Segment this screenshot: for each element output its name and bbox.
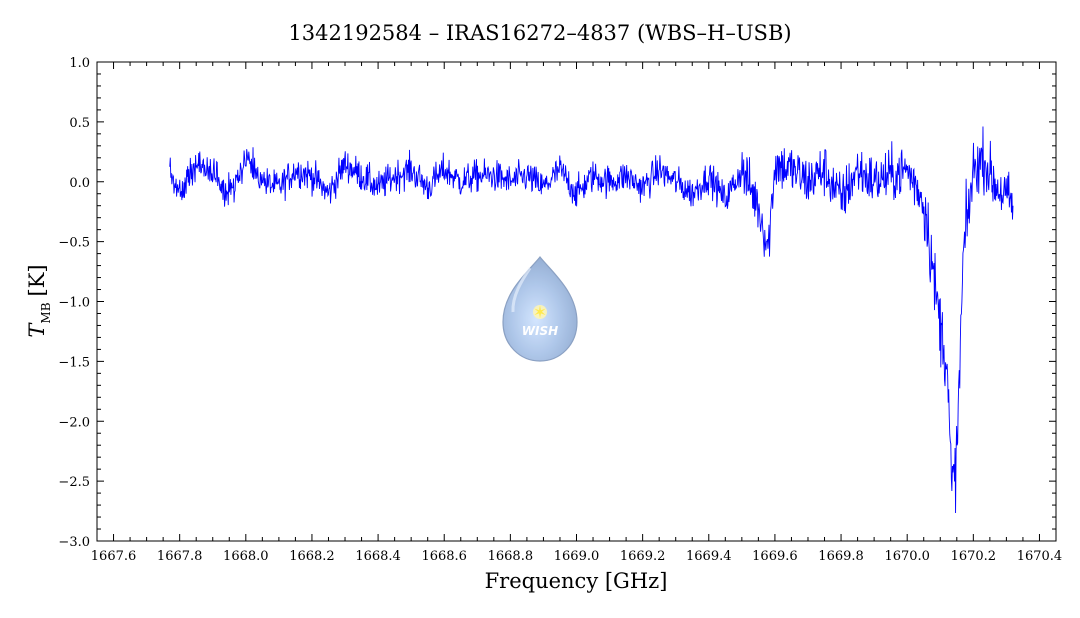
y-axis-label-main: T (25, 322, 49, 338)
axis-ticks (96, 61, 1057, 542)
x-tick-label: 1670.0 (884, 549, 930, 564)
x-tick-label: 1669.0 (554, 549, 600, 564)
x-tick-label: 1667.6 (91, 549, 137, 564)
y-tick-label: −2.0 (58, 415, 90, 430)
spectrum-line (169, 126, 1014, 513)
x-tick-label: 1669.6 (752, 549, 798, 564)
y-tick-label: −3.0 (58, 535, 90, 550)
x-tick-label: 1670.4 (1017, 549, 1063, 564)
x-tick-label: 1668.0 (223, 549, 269, 564)
x-tick-label: 1668.2 (289, 549, 335, 564)
y-tick-label: −2.5 (58, 475, 90, 490)
y-axis-label-sub: MB (39, 302, 53, 323)
x-tick-label: 1667.8 (157, 549, 203, 564)
plot-frame (96, 61, 1057, 542)
x-tick-label: 1669.8 (818, 549, 864, 564)
x-tick-label: 1668.6 (421, 549, 467, 564)
y-tick-label: −0.5 (58, 236, 90, 251)
star-icon: ✶ (533, 303, 547, 323)
x-tick-label: 1670.2 (951, 549, 997, 564)
y-tick-label: 0.5 (69, 116, 90, 131)
x-tick-label: 1669.4 (686, 549, 732, 564)
y-tick-label: 1.0 (69, 56, 90, 71)
x-tick-label: 1668.8 (488, 549, 534, 564)
x-tick-label: 1669.2 (620, 549, 666, 564)
y-axis-label: TMB [K] (25, 264, 53, 337)
y-tick-label: −1.5 (58, 355, 90, 370)
x-tick-labels: 1667.6 1667.8 1668.0 1668.2 1668.4 1668.6 1668… (91, 549, 1062, 564)
y-axis-label-unit: [K] (25, 264, 49, 296)
y-tick-label: −1.0 (58, 296, 90, 311)
y-tick-label: 0.0 (69, 176, 90, 191)
series-layer (169, 126, 1014, 513)
x-tick-label: 1668.4 (355, 549, 401, 564)
y-tick-labels: 1.0 0.5 0.0 −0.5 −1.0 −1.5 −2.0 −2.5 −3.0 (58, 56, 90, 550)
logo-text: WISH (522, 324, 558, 338)
chart-title: 1342192584 – IRAS16272–4837 (WBS–H–USB) (288, 21, 791, 45)
wish-logo: ✶ WISH (502, 256, 578, 362)
x-axis-label: Frequency [GHz] (485, 569, 668, 593)
